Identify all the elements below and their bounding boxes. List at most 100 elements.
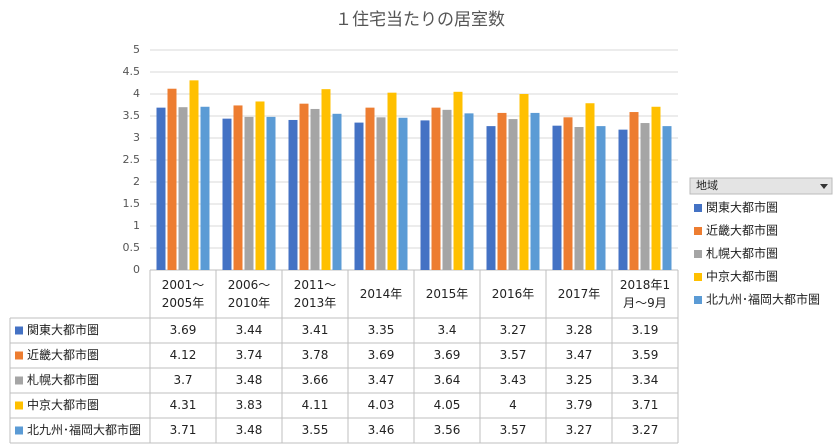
bar: [530, 112, 540, 270]
table-value: 4.12: [170, 348, 197, 362]
bar: [563, 117, 573, 270]
legend-key: [694, 204, 702, 212]
x-tick-label: 2016年: [491, 287, 535, 301]
table-series-label: 近畿大都市圏: [27, 347, 99, 362]
y-tick-label: 2.5: [123, 153, 141, 166]
x-tick-label: 2006～ 2010年: [227, 278, 271, 310]
y-tick-label: 5: [133, 43, 140, 56]
legend-key: [694, 250, 702, 258]
bar: [486, 126, 496, 271]
bar: [519, 94, 529, 270]
bar: [222, 118, 232, 270]
x-tick-label: 2018年1 月～9月: [619, 278, 671, 310]
bar: [365, 107, 375, 270]
bar: [618, 129, 628, 270]
legend-key: [694, 296, 702, 304]
table-value: 3.71: [170, 423, 197, 437]
table-value: 3.79: [566, 398, 593, 412]
bar: [497, 112, 507, 270]
table-series-label: 中京大都市圏: [27, 397, 99, 412]
bar: [167, 88, 177, 270]
bar: [442, 109, 452, 270]
bar: [651, 106, 661, 270]
table-value: 3.66: [302, 373, 329, 387]
legend-label: 近畿大都市圏: [706, 223, 778, 238]
legend-key: [694, 273, 702, 281]
table-legend-key: [15, 426, 23, 435]
table-value: 3.59: [632, 348, 659, 362]
bar: [662, 126, 672, 271]
y-tick-label: 3.5: [123, 109, 141, 122]
legend-label: 関東大都市圏: [706, 200, 778, 215]
bar: [244, 116, 254, 270]
table-value: 3.47: [368, 373, 395, 387]
y-tick-label: 1.5: [123, 197, 141, 210]
bar: [585, 103, 595, 271]
table-value: 4.03: [368, 398, 395, 412]
legend-label: 札幌大都市圏: [706, 246, 778, 261]
table-value: 3.27: [500, 323, 527, 337]
legend-label: 北九州･福岡大都市圏: [706, 292, 820, 307]
table-legend-key: [15, 351, 23, 360]
x-tick-label: 2017年: [557, 287, 601, 301]
bar: [508, 119, 518, 270]
bar: [574, 127, 584, 270]
bar: [453, 91, 463, 270]
bar: [310, 108, 320, 271]
bar: [156, 107, 166, 270]
bar: [387, 92, 397, 271]
bar: [321, 89, 331, 270]
table-legend-key: [15, 326, 23, 335]
table-value: 3.69: [434, 348, 461, 362]
table-value: 3.74: [236, 348, 263, 362]
chart-title: １住宅当たりの居室数: [335, 10, 505, 30]
table-value: 4.31: [170, 398, 197, 412]
table-legend-key: [15, 401, 23, 410]
table-value: 3.56: [434, 423, 461, 437]
table-series-label: 札幌大都市圏: [27, 372, 99, 387]
table-value: 4: [509, 398, 517, 412]
table-value: 3.43: [500, 373, 527, 387]
bar: [398, 117, 408, 270]
y-tick-label: 4.5: [123, 65, 141, 78]
table-value: 3.44: [236, 323, 263, 337]
bar: [640, 123, 650, 270]
legend-key: [694, 227, 702, 235]
bar: [332, 113, 342, 270]
table-value: 3.78: [302, 348, 329, 362]
table-value: 3.48: [236, 423, 263, 437]
table-value: 3.27: [566, 423, 593, 437]
table-value: 3.83: [236, 398, 263, 412]
legend-label: 中京大都市圏: [706, 269, 778, 284]
table-value: 3.57: [500, 348, 527, 362]
bar: [200, 106, 210, 270]
table-value: 3.19: [632, 323, 659, 337]
table-value: 4.05: [434, 398, 461, 412]
legend-title: 地域: [696, 179, 718, 192]
table-series-label: 北九州･福岡大都市圏: [27, 422, 141, 437]
bar: [189, 80, 199, 270]
table-value: 3.28: [566, 323, 593, 337]
table-series-label: 関東大都市圏: [27, 322, 99, 337]
table-value: 3.47: [566, 348, 593, 362]
bar: [629, 112, 639, 270]
y-tick-label: 2: [133, 175, 140, 188]
table-value: 3.48: [236, 373, 263, 387]
table-value: 3.35: [368, 323, 395, 337]
bar: [464, 113, 474, 270]
bar: [266, 116, 276, 270]
bar: [299, 103, 309, 271]
y-tick-label: 0.5: [123, 241, 141, 254]
x-tick-label: 2015年: [425, 287, 469, 301]
bar: [233, 105, 243, 270]
table-value: 3.71: [632, 398, 659, 412]
table-value: 3.57: [500, 423, 527, 437]
x-tick-label: 2014年: [359, 287, 403, 301]
y-tick-label: 4: [133, 87, 140, 100]
table-value: 3.69: [170, 323, 197, 337]
table-value: 3.55: [302, 423, 329, 437]
table-value: 3.69: [368, 348, 395, 362]
table-legend-key: [15, 376, 23, 385]
bar: [178, 107, 188, 270]
